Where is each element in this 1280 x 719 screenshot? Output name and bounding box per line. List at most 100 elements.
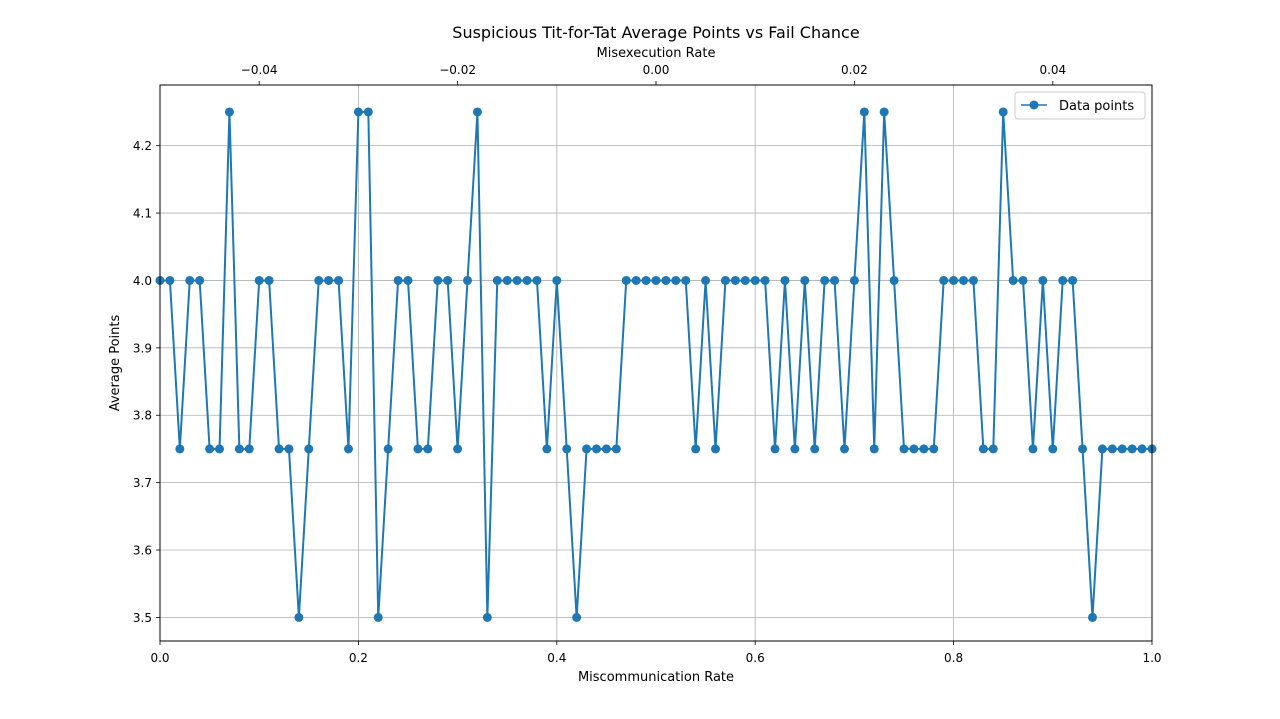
y-tick-label: 4.2 <box>133 139 152 153</box>
x-axis-label: Miscommunication Rate <box>578 670 734 685</box>
data-point <box>453 444 463 454</box>
x-tick-label: 1.0 <box>1142 651 1161 665</box>
data-point <box>224 107 234 117</box>
data-point <box>1028 444 1038 454</box>
data-point <box>562 444 572 454</box>
data-point <box>978 444 988 454</box>
plot-area-frame <box>159 84 1153 642</box>
data-point <box>175 444 185 454</box>
data-point <box>314 275 324 285</box>
data-point <box>740 275 750 285</box>
data-point <box>711 444 721 454</box>
data-point <box>839 444 849 454</box>
data-point <box>373 612 383 622</box>
y-tick-label: 3.6 <box>133 544 152 558</box>
data-point <box>988 444 998 454</box>
data-point <box>939 275 949 285</box>
data-point <box>770 444 780 454</box>
data-point <box>671 275 681 285</box>
data-point <box>1117 444 1127 454</box>
data-point <box>343 444 353 454</box>
y-tick-label: 3.9 <box>133 341 152 355</box>
data-point <box>334 275 344 285</box>
data-point <box>502 275 512 285</box>
data-point <box>443 275 453 285</box>
data-point <box>859 107 869 117</box>
data-point <box>393 275 403 285</box>
top-x-axis-label: Misexecution Rate <box>597 46 716 61</box>
data-point <box>889 275 899 285</box>
data-point <box>790 444 800 454</box>
data-point <box>1097 444 1107 454</box>
data-point <box>681 275 691 285</box>
data-point <box>542 444 552 454</box>
data-point <box>1008 275 1018 285</box>
data-point <box>641 275 651 285</box>
data-point <box>304 444 314 454</box>
x-tick-label: 0.8 <box>944 651 963 665</box>
data-point <box>294 612 304 622</box>
data-point <box>383 444 393 454</box>
data-point <box>869 444 879 454</box>
legend-box <box>1014 91 1146 120</box>
data-point <box>1078 444 1088 454</box>
data-point <box>651 275 661 285</box>
data-point <box>1087 612 1097 622</box>
data-point <box>1038 275 1048 285</box>
data-point <box>264 275 274 285</box>
data-point <box>413 444 423 454</box>
data-series <box>155 107 1157 622</box>
x-tick-label: 0.2 <box>349 651 368 665</box>
data-point <box>284 444 294 454</box>
data-point <box>830 275 840 285</box>
data-point <box>820 275 830 285</box>
data-point <box>691 444 701 454</box>
data-point <box>522 275 532 285</box>
data-point <box>324 275 334 285</box>
data-point <box>552 275 562 285</box>
data-point <box>899 444 909 454</box>
x-tick-label: 0.4 <box>547 651 566 665</box>
chart-title: Suspicious Tit-for-Tat Average Points vs… <box>452 23 859 42</box>
data-point <box>195 275 205 285</box>
axis-ticks: 0.0 0.2 0.4 0.6 0.8 1.0 3.5 3.6 3.7 3.8 3.9 4.0 4.1 4… <box>133 63 1162 665</box>
top-x-tick-label: −0.04 <box>241 63 278 77</box>
data-point <box>205 444 215 454</box>
data-point <box>353 107 363 117</box>
top-x-tick-label: −0.02 <box>439 63 476 77</box>
data-point <box>482 612 492 622</box>
data-point <box>532 275 542 285</box>
data-point <box>601 444 611 454</box>
data-point <box>1107 444 1117 454</box>
data-point <box>621 275 631 285</box>
data-point <box>800 275 810 285</box>
y-axis-label: Average Points <box>108 314 123 411</box>
data-point <box>701 275 711 285</box>
data-point <box>919 444 929 454</box>
legend: Data points <box>1014 91 1146 120</box>
legend-entry-label: Data points <box>1059 99 1134 114</box>
grid <box>159 85 1153 641</box>
data-point <box>998 107 1008 117</box>
data-point <box>423 444 433 454</box>
data-point <box>185 275 195 285</box>
data-point <box>244 444 254 454</box>
top-x-tick-label: 0.04 <box>1039 63 1066 77</box>
data-point <box>959 275 969 285</box>
data-point <box>631 275 641 285</box>
data-point <box>403 275 413 285</box>
data-point <box>1048 444 1058 454</box>
data-point <box>661 275 671 285</box>
data-point <box>254 275 264 285</box>
data-point <box>909 444 919 454</box>
legend-point-marker <box>1029 100 1039 110</box>
data-point <box>433 275 443 285</box>
data-point <box>929 444 939 454</box>
data-point <box>1068 275 1078 285</box>
data-point <box>760 275 770 285</box>
data-point <box>1018 275 1028 285</box>
data-point <box>849 275 859 285</box>
data-point <box>780 275 790 285</box>
